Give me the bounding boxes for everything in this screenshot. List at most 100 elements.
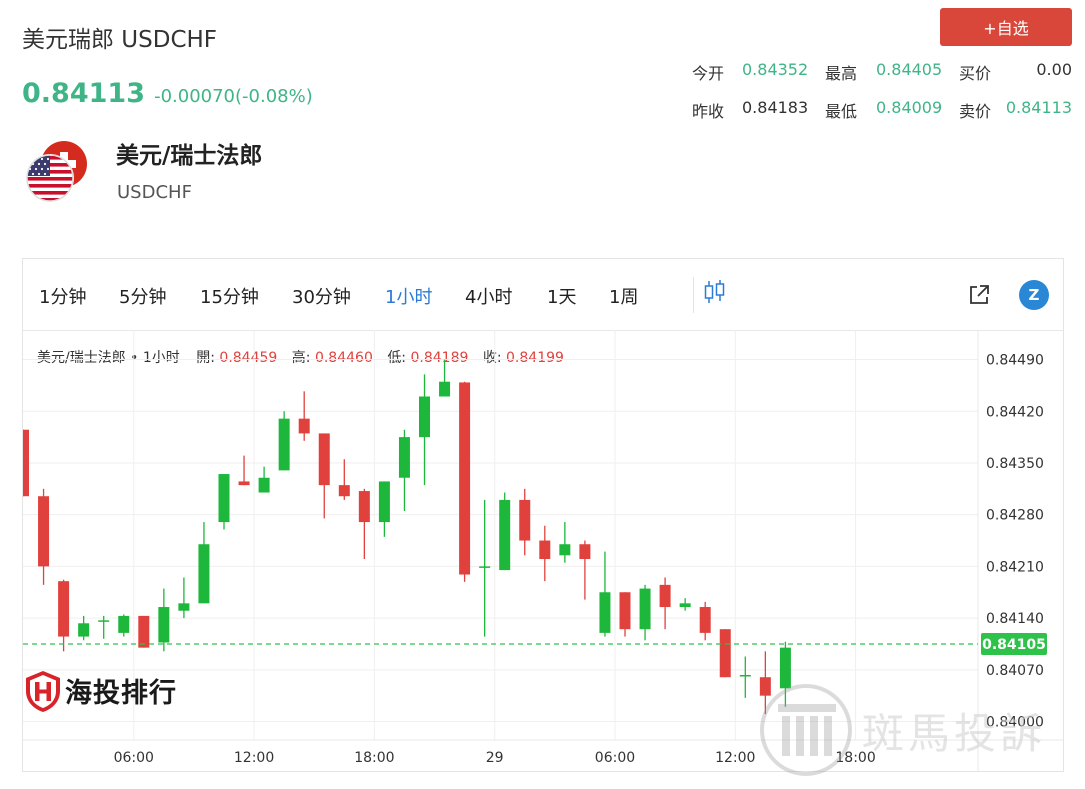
stat-value-open: 0.84352 (742, 60, 809, 79)
chart-zoom-icon[interactable]: Z (1019, 280, 1049, 310)
stats-row-2: 昨收 0.84183 最低 0.84009 卖价 0.84113 (680, 98, 1072, 122)
interval-4h[interactable]: 4小时 (465, 287, 513, 308)
candle-body (639, 588, 651, 630)
candlestick-chart[interactable]: 0.84490 0.84420 0.84350 0.84280 0.84210 0.841… (23, 330, 1063, 771)
candle-body (619, 592, 631, 630)
candle-body (479, 566, 491, 568)
candle-body (318, 433, 330, 486)
interval-1d[interactable]: 1天 (547, 287, 577, 308)
price-row: 0.84113 -0.00070(-0.08%) (22, 78, 313, 109)
candle-body (439, 381, 451, 397)
candle-body (38, 496, 50, 567)
legend-open: 0.84459 (219, 350, 278, 366)
brand-name: 海投排行 (65, 678, 177, 709)
legend-high-label: 高: (291, 350, 311, 366)
last-price: 0.84113 (22, 78, 145, 109)
y-tick-label: 0.84140 (986, 611, 1044, 627)
stat-value-high: 0.84405 (876, 60, 943, 79)
interval-1h[interactable]: 1小时 (385, 287, 433, 308)
stat-label-bid: 买价 (959, 64, 992, 83)
stat-label-ask: 卖价 (959, 102, 992, 121)
stat-label-open: 今开 (692, 64, 725, 83)
y-tick-label: 0.84490 (986, 353, 1044, 369)
candle-body (739, 674, 751, 677)
candle-body (759, 677, 771, 696)
watermark-badge-icon (760, 684, 852, 776)
stats-row-1: 今开 0.84352 最高 0.84405 买价 0.00 (680, 60, 1072, 84)
chart-toolbar: 1分钟 5分钟 15分钟 30分钟 1小时 4小时 1天 1周 Z (23, 259, 1063, 331)
y-tick-label: 0.84000 (986, 715, 1044, 731)
candlestick-type-icon[interactable] (703, 279, 727, 305)
legend-close-label: 收: (482, 350, 502, 366)
stat-value-ask: 0.84113 (1005, 98, 1072, 117)
add-watchlist-button[interactable]: +自选 (940, 8, 1072, 46)
x-tick-label: 12:00 (234, 750, 274, 766)
chart-panel: 1分钟 5分钟 15分钟 30分钟 1小时 4小时 1天 1周 Z 美元/瑞士法… (22, 258, 1064, 772)
stat-value-bid: 0.00 (1036, 60, 1072, 79)
candle-body (58, 581, 70, 637)
candle-body (499, 499, 511, 571)
current-price-label: 0.84105 (982, 637, 1046, 653)
y-tick-label: 0.84070 (986, 663, 1044, 679)
y-tick-label: 0.84280 (986, 508, 1044, 524)
candle-body (278, 418, 290, 471)
interval-1m[interactable]: 1分钟 (39, 287, 87, 308)
candle-body (659, 584, 671, 608)
external-link-icon[interactable] (967, 283, 991, 307)
stat-value-prev-close: 0.84183 (742, 98, 809, 117)
pair-code: USDCHF (117, 182, 192, 203)
y-tick-label: 0.84420 (986, 404, 1044, 420)
candle-body (338, 485, 350, 497)
candle-body (138, 615, 150, 648)
candle-body (198, 544, 210, 604)
candle-body (779, 647, 791, 689)
interval-1w[interactable]: 1周 (609, 287, 639, 308)
candle-body (238, 481, 250, 486)
price-change: -0.00070(-0.08%) (154, 86, 313, 107)
pair-name: 美元/瑞士法郎 (116, 143, 263, 169)
candle-body (118, 615, 130, 633)
candle-body (539, 540, 551, 560)
y-tick-label: 0.84350 (986, 456, 1044, 472)
legend-symbol: 美元/瑞士法郎 • 1小时 (37, 350, 180, 366)
candle-body (23, 429, 29, 497)
candle-body (519, 499, 531, 541)
legend-low: 0.84189 (410, 350, 469, 366)
brand-shield-icon (26, 671, 60, 712)
candle-body (378, 481, 390, 523)
instrument-title: 美元瑞郎 USDCHF (22, 27, 218, 53)
stat-label-prev-close: 昨收 (692, 102, 725, 121)
candle-body (599, 592, 611, 633)
candle-body (178, 603, 190, 611)
x-tick-label: 29 (486, 750, 504, 766)
interval-5m[interactable]: 5分钟 (119, 287, 167, 308)
currency-pair-flag-icon (26, 141, 87, 202)
candle-body (158, 607, 170, 643)
candle-body (298, 418, 310, 434)
candle-body (358, 491, 370, 523)
interval-15m[interactable]: 15分钟 (200, 287, 259, 308)
candle-body (679, 603, 691, 608)
legend-high: 0.84460 (314, 350, 373, 366)
current-price-tag (981, 632, 1047, 655)
ohlc-legend: 美元/瑞士法郎 • 1小时 開: 0.84459 高: 0.84460 低: 0… (37, 347, 574, 367)
stat-label-high: 最高 (825, 64, 858, 83)
candle-body (218, 474, 230, 523)
x-tick-label: 12:00 (715, 750, 755, 766)
legend-open-label: 開: (196, 350, 215, 366)
watermark-text: 斑馬投訴 (862, 709, 1047, 758)
candle-body (398, 437, 410, 478)
candle-body (719, 629, 731, 678)
candle-body (579, 544, 591, 560)
candle-body (459, 382, 471, 575)
candle-body (559, 544, 571, 556)
candle-body (258, 477, 270, 493)
y-tick-label: 0.84210 (986, 559, 1044, 575)
x-tick-label: 18:00 (354, 750, 394, 766)
x-tick-label: 06:00 (595, 750, 635, 766)
stat-label-low: 最低 (825, 102, 858, 121)
interval-30m[interactable]: 30分钟 (292, 287, 351, 308)
x-tick-label: 06:00 (114, 750, 154, 766)
toolbar-divider (693, 277, 694, 313)
candle-body (699, 607, 711, 633)
